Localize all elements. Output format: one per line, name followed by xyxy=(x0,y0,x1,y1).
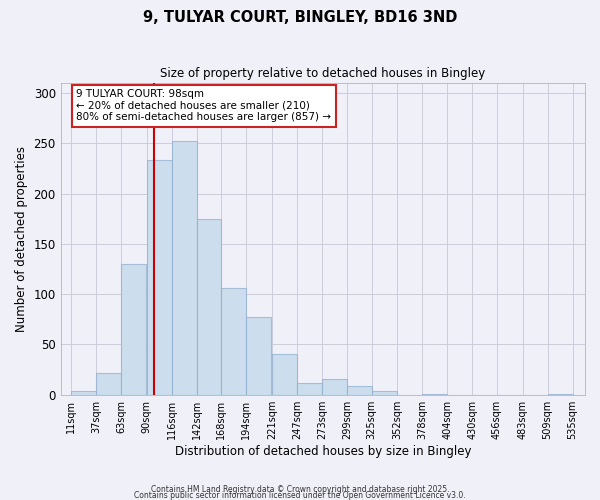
Bar xyxy=(371,390,397,394)
Bar xyxy=(322,378,347,394)
Text: Contains public sector information licensed under the Open Government Licence v3: Contains public sector information licen… xyxy=(134,490,466,500)
X-axis label: Distribution of detached houses by size in Bingley: Distribution of detached houses by size … xyxy=(175,444,471,458)
Bar xyxy=(172,142,197,394)
Bar xyxy=(297,382,322,394)
Bar xyxy=(246,318,271,394)
Text: 9, TULYAR COURT, BINGLEY, BD16 3ND: 9, TULYAR COURT, BINGLEY, BD16 3ND xyxy=(143,10,457,25)
Bar xyxy=(96,372,121,394)
Y-axis label: Number of detached properties: Number of detached properties xyxy=(15,146,28,332)
Text: Contains HM Land Registry data © Crown copyright and database right 2025.: Contains HM Land Registry data © Crown c… xyxy=(151,484,449,494)
Bar xyxy=(71,390,96,394)
Bar xyxy=(221,288,246,395)
Bar xyxy=(197,219,221,394)
Title: Size of property relative to detached houses in Bingley: Size of property relative to detached ho… xyxy=(160,68,485,80)
Bar xyxy=(147,160,172,394)
Bar xyxy=(347,386,371,394)
Bar xyxy=(121,264,146,394)
Bar xyxy=(272,354,297,395)
Text: 9 TULYAR COURT: 98sqm
← 20% of detached houses are smaller (210)
80% of semi-det: 9 TULYAR COURT: 98sqm ← 20% of detached … xyxy=(76,90,331,122)
